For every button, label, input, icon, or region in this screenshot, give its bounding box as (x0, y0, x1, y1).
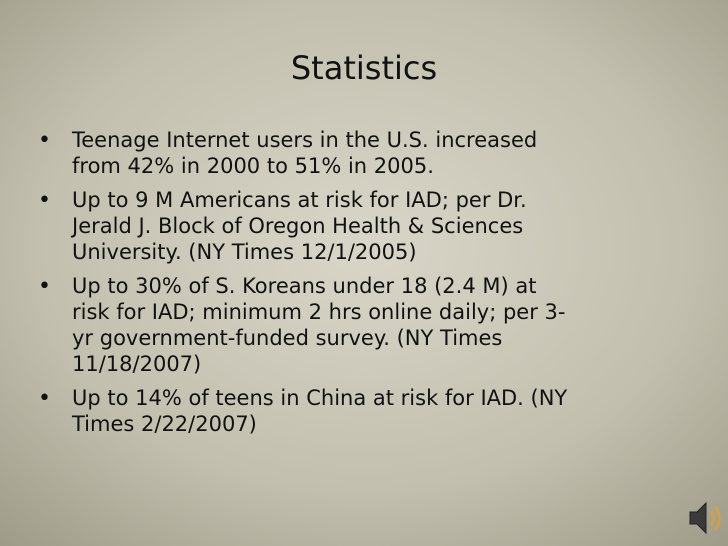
bullet-text: Jerald J. Block of Oregon Health & Scien… (70, 214, 523, 238)
bullet-marker: • (38, 128, 51, 153)
speaker-icon[interactable] (689, 501, 721, 535)
bullet-text: Teenage Internet users in the U.S. incre… (71, 128, 537, 152)
bullet-text: from 42% in 2000 to 51% in 2005. (72, 154, 434, 178)
bullet-text: 11/18/2007) (72, 352, 201, 376)
slide-title: Statistics (291, 49, 437, 87)
bullet-marker: • (38, 386, 51, 411)
bullet-text: Times 2/22/2007) (71, 412, 257, 436)
bullet-text: risk for IAD; minimum 2 hrs online daily… (72, 300, 565, 324)
bullet-text: yr government-funded survey. (NY Times (72, 326, 502, 350)
bullet-text: Up to 14% of teens in China at risk for … (72, 386, 567, 410)
bullet-marker: • (38, 274, 51, 299)
bullet-text: Up to 9 M Americans at risk for IAD; per… (72, 188, 527, 212)
bullet-marker: • (38, 188, 51, 213)
bullet-text: University. (NY Times 12/1/2005) (72, 240, 417, 264)
bullet-text: Up to 30% of S. Koreans under 18 (2.4 M)… (72, 274, 536, 298)
